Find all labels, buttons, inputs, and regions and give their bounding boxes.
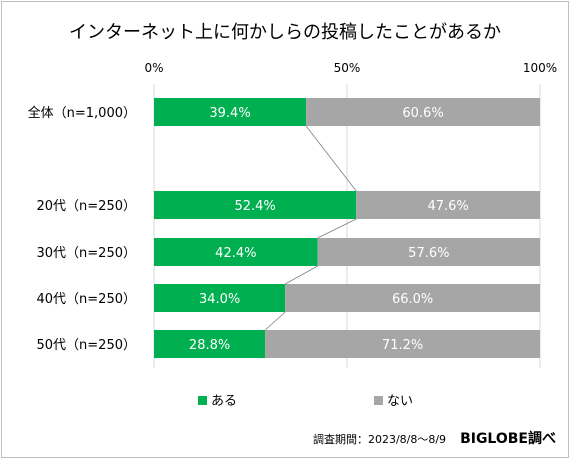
- category-label: 50代（n=250）: [37, 338, 137, 353]
- brand-credit: BIGLOBE調べ: [460, 431, 556, 447]
- stacked-bar-chart: インターネット上に何かしらの投稿したことがあるか 0% 50% 100% 39.4% 60…: [28, 22, 558, 409]
- chart-title: インターネット上に何かしらの投稿したことがあるか: [69, 22, 501, 43]
- category-label: 全体（n=1,000）: [28, 105, 136, 121]
- bar-segment-ある: [154, 330, 266, 358]
- data-label: 39.4%: [209, 106, 250, 121]
- bar-segment-ある: [154, 191, 357, 219]
- data-label: 34.0%: [199, 292, 240, 307]
- x-tick-label: 0%: [144, 61, 163, 75]
- category-label: 40代（n=250）: [37, 292, 137, 307]
- connector-line: [264, 311, 286, 331]
- x-tick-label: 100%: [523, 61, 557, 75]
- bar-segment-ない: [265, 330, 540, 358]
- survey-period: 調査期間：2023/8/8～8/9: [312, 433, 447, 446]
- data-label: 57.6%: [408, 246, 449, 261]
- connector-line: [317, 218, 357, 239]
- x-tick-label: 50%: [334, 61, 361, 75]
- legend-label: ない: [387, 394, 413, 409]
- bar-segment-ない: [317, 238, 540, 266]
- bar-segment-ある: [154, 284, 286, 312]
- connector-line: [305, 125, 357, 192]
- category-label: 20代（n=250）: [37, 199, 137, 214]
- connector-line: [285, 265, 318, 285]
- data-label: 52.4%: [234, 199, 275, 214]
- bar-segment-ある: [154, 98, 307, 126]
- category-label: 30代（n=250）: [37, 246, 137, 261]
- data-label: 66.0%: [392, 292, 433, 307]
- legend-swatch: [198, 396, 207, 405]
- bar-segment-ない: [306, 98, 540, 126]
- data-label: 47.6%: [427, 199, 468, 214]
- legend-swatch: [374, 396, 383, 405]
- data-label: 42.4%: [215, 246, 256, 261]
- data-label: 71.2%: [382, 338, 423, 353]
- bar-segment-ない: [356, 191, 540, 219]
- data-label: 60.6%: [402, 106, 443, 121]
- legend-label: ある: [211, 394, 237, 409]
- data-label: 28.8%: [189, 338, 230, 353]
- bar-segment-ない: [285, 284, 540, 312]
- footer: 調査期間：2023/8/8～8/9 BIGLOBE調べ: [313, 428, 556, 448]
- bar-segment-ある: [154, 238, 318, 266]
